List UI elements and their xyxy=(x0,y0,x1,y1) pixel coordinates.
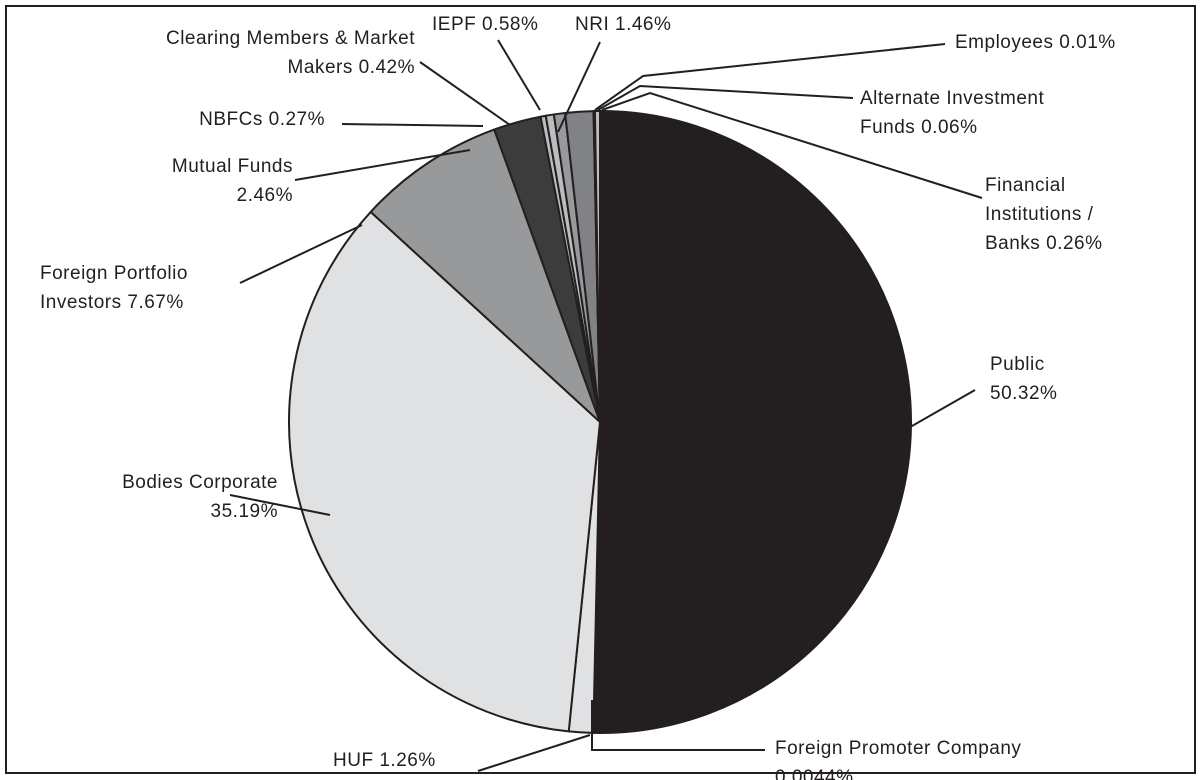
pie-slice xyxy=(593,110,601,423)
value-label: 1.46% xyxy=(615,14,672,35)
leader-line xyxy=(597,84,854,111)
category-name: NBFCs xyxy=(199,109,263,130)
category-name: Foreign Portfolio Investors xyxy=(40,263,188,313)
slice-label: Clearing Members & Market Makers 0.42% xyxy=(165,24,415,82)
leader-line xyxy=(341,123,484,127)
category-name: Clearing Members & Market Makers xyxy=(165,28,415,78)
category-name: Financial Institutions / Banks xyxy=(985,175,1094,254)
leader-line xyxy=(591,700,765,751)
slice-label: Alternate Investment Funds 0.06% xyxy=(860,84,1090,142)
value-label: 0.0044% xyxy=(775,767,854,780)
slice-label: Foreign Portfolio Investors 7.67% xyxy=(40,259,250,317)
value-label: 0.26% xyxy=(1046,233,1103,254)
leader-line xyxy=(294,149,471,181)
slice-label: NRI 1.46% xyxy=(575,10,725,39)
category-name: Bodies Corporate xyxy=(122,472,278,493)
slice-label: Employees 0.01% xyxy=(955,28,1193,57)
slice-label: Foreign Promoter Company 0.0044% xyxy=(775,734,1075,780)
value-label: 0.27% xyxy=(268,109,325,130)
category-name: HUF xyxy=(333,750,374,771)
leader-line xyxy=(229,494,331,516)
pie-slice xyxy=(592,110,912,734)
pie-slice xyxy=(288,210,601,733)
category-name: NRI xyxy=(575,14,610,35)
category-name: Mutual Funds xyxy=(171,156,293,177)
value-label: 2.46% xyxy=(236,185,293,206)
pie-slice xyxy=(369,128,601,423)
leader-line xyxy=(869,389,976,451)
leader-line xyxy=(239,224,363,284)
value-label: 1.26% xyxy=(379,750,436,771)
value-label: 7.67% xyxy=(127,292,184,313)
category-name: Public xyxy=(990,354,1045,375)
slice-label: Financial Institutions / Banks 0.26% xyxy=(985,171,1135,258)
slice-label: Public 50.32% xyxy=(990,350,1090,408)
leader-line xyxy=(419,61,511,126)
category-name: IEPF xyxy=(432,14,477,35)
value-label: 0.06% xyxy=(921,117,978,138)
leader-line xyxy=(477,734,591,772)
value-label: 50.32% xyxy=(990,383,1058,404)
value-label: 35.19% xyxy=(210,501,278,522)
slice-label: HUF 1.26% xyxy=(333,746,493,775)
value-label: 0.42% xyxy=(358,57,415,78)
leader-line xyxy=(497,39,541,111)
leader-line xyxy=(601,91,983,199)
value-label: 0.01% xyxy=(1059,32,1116,53)
slice-label: Bodies Corporate 35.19% xyxy=(60,468,278,526)
category-name: Foreign Promoter Company xyxy=(775,738,1022,759)
slice-label: Mutual Funds 2.46% xyxy=(133,152,293,210)
leader-line xyxy=(594,43,946,111)
slice-label: IEPF 0.58% xyxy=(432,10,582,39)
value-label: 0.58% xyxy=(482,14,539,35)
leader-line xyxy=(557,41,601,133)
slice-label: NBFCs 0.27% xyxy=(125,105,325,134)
category-name: Employees xyxy=(955,32,1054,53)
category-name: Alternate Investment Funds xyxy=(860,88,1045,138)
